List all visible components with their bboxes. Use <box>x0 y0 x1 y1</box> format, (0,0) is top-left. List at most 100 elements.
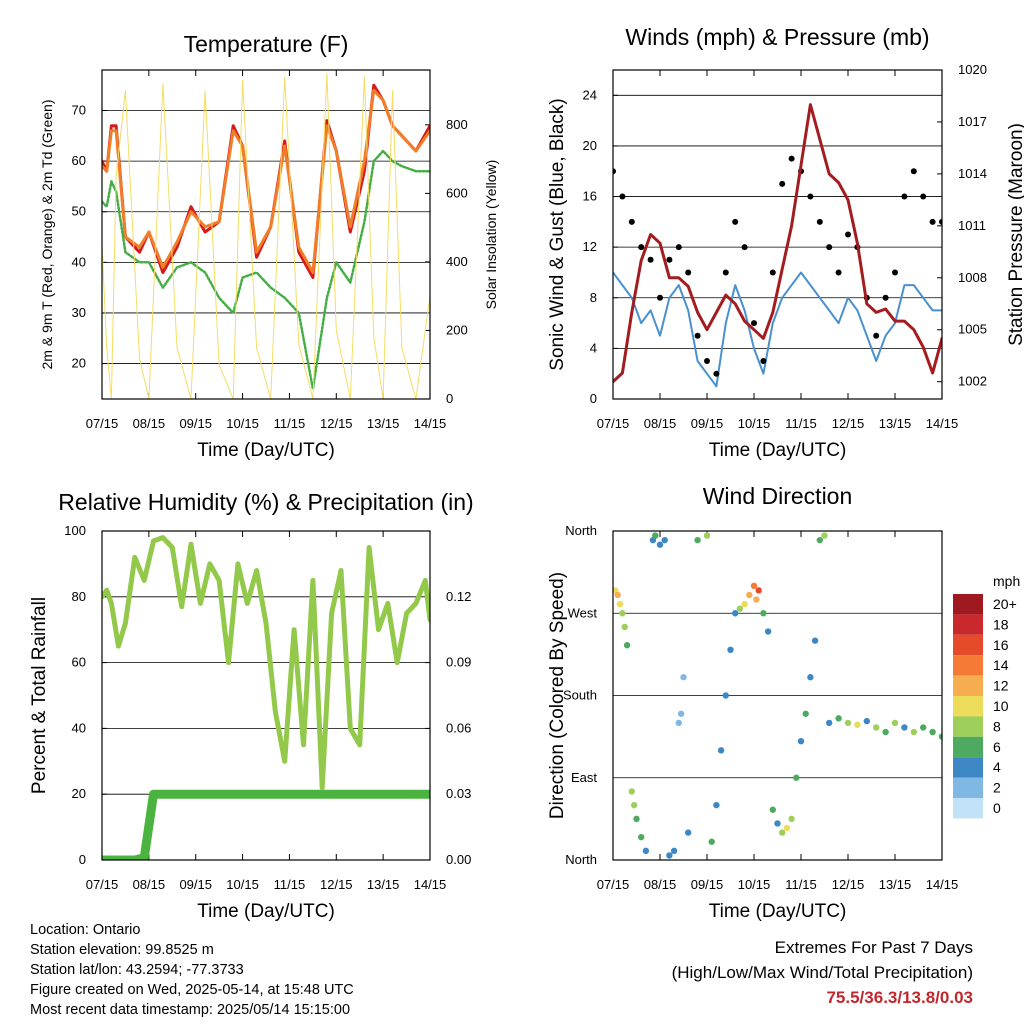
direction-point <box>797 737 805 745</box>
y-tick-label: 24 <box>583 87 597 102</box>
y-axis-label: 2m & 9m T (Red, Orange) & 2m Td (Green) <box>39 100 55 370</box>
direction-point <box>811 637 819 644</box>
y-tick-label: 100 <box>64 523 86 538</box>
gust-point <box>901 193 908 200</box>
direction-point <box>788 815 795 823</box>
x-tick-label: 11/15 <box>785 877 817 892</box>
y-tick-label: 8 <box>590 290 597 305</box>
gust-point <box>920 193 927 200</box>
x-tick-label: 08/15 <box>644 416 677 431</box>
chart-title: Temperature (F) <box>184 31 349 57</box>
gust-point <box>628 218 635 225</box>
direction-point <box>746 591 753 599</box>
direction-point <box>741 600 748 608</box>
series-line-total-rainfall <box>102 789 430 860</box>
gust-point <box>779 180 786 187</box>
colorbar-label: 18 <box>993 616 1009 632</box>
colorbar-unit: mph <box>993 573 1020 589</box>
x-tick-label: 07/15 <box>597 416 630 431</box>
colorbar-label: 2 <box>993 780 1001 796</box>
y2-axis-label: Station Pressure (Maroon) <box>1006 123 1024 346</box>
colorbar-label: 8 <box>993 718 1001 734</box>
x-tick-label: 14/15 <box>926 416 959 431</box>
direction-point <box>661 536 668 544</box>
colorbar-label: 0 <box>993 800 1001 816</box>
y2-tick-label: 0.09 <box>446 655 471 670</box>
y2-tick-label: 1017 <box>958 114 987 129</box>
gust-point <box>675 244 682 251</box>
x-tick-label: 13/15 <box>367 877 400 892</box>
x-tick-label: 11/15 <box>274 416 306 431</box>
gust-point <box>873 332 880 339</box>
direction-point <box>680 674 687 681</box>
y2-tick-label: 200 <box>446 322 468 337</box>
chart-title: Winds (mph) & Pressure (mb) <box>625 24 929 50</box>
direction-point <box>873 724 880 731</box>
x-axis-label: Time (Day/UTC) <box>197 440 335 461</box>
direction-point <box>938 733 942 740</box>
y-tick-label: 20 <box>583 138 597 153</box>
gust-point <box>751 320 757 327</box>
latest-data-timestamp: Most recent data timestamp: 2025/05/14 1… <box>30 1002 351 1018</box>
station-latlon: Station lat/lon: 43.2594; -77.3733 <box>30 962 244 978</box>
direction-point <box>628 788 635 795</box>
direction-point <box>760 610 767 617</box>
x-tick-label: 09/15 <box>691 877 724 892</box>
y-tick-label: North <box>565 523 597 538</box>
y-tick-label: 70 <box>72 102 86 117</box>
series-line-station-pressure <box>613 103 942 384</box>
gust-point <box>722 269 729 276</box>
gust-point <box>910 168 917 175</box>
direction-point <box>774 820 781 827</box>
gust-point <box>760 358 767 365</box>
direction-point <box>891 719 899 727</box>
y2-tick-label: 1011 <box>958 218 986 233</box>
direction-point <box>717 747 725 754</box>
extremes-heading: Extremes For Past 7 Days <box>774 938 973 957</box>
y-tick-label: 12 <box>583 239 597 254</box>
direction-point <box>755 587 762 594</box>
gust-point <box>638 244 645 251</box>
plot-area <box>613 103 942 388</box>
y-tick-label: 40 <box>72 720 86 735</box>
x-tick-label: 14/15 <box>926 877 959 892</box>
gust-point <box>816 218 823 225</box>
colorbar-segment <box>953 696 983 717</box>
direction-point <box>863 717 870 725</box>
direction-point <box>882 728 889 736</box>
direction-point <box>901 724 908 731</box>
direction-point <box>732 610 739 617</box>
colorbar-segment <box>953 757 983 778</box>
y2-tick-label: 0.00 <box>446 852 471 867</box>
gust-point <box>882 294 889 301</box>
colorbar-label: 14 <box>993 657 1009 673</box>
direction-point <box>638 833 645 841</box>
series-line-relative-humidity <box>102 535 430 791</box>
x-tick-label: 14/15 <box>414 877 447 892</box>
colorbar-label: 4 <box>993 759 1001 775</box>
y2-axis-label: Solar Insolation (Yellow) <box>483 160 499 310</box>
y-tick-label: 50 <box>72 204 86 219</box>
y-tick-label: North <box>565 852 597 867</box>
direction-point <box>616 600 624 608</box>
y2-tick-label: 1014 <box>958 166 987 181</box>
direction-point <box>675 719 682 727</box>
gust-point <box>647 256 654 263</box>
gust-point <box>939 218 942 225</box>
x-tick-label: 10/15 <box>226 416 259 431</box>
y-tick-label: 40 <box>72 254 86 269</box>
direction-point <box>835 715 842 722</box>
direction-point <box>713 801 720 809</box>
direction-point <box>844 719 852 727</box>
direction-point <box>722 692 729 699</box>
chart-panel-3: Relative Humidity (%) & Precipitation (i… <box>29 489 474 922</box>
x-tick-label: 13/15 <box>879 877 912 892</box>
gust-point <box>666 256 673 263</box>
x-tick-label: 13/15 <box>367 416 400 431</box>
y-tick-label: 16 <box>583 189 597 204</box>
gust-point <box>769 269 776 276</box>
colorbar-label: 20+ <box>993 596 1017 612</box>
y-tick-label: South <box>563 688 597 703</box>
station-info: Location: Ontario Station elevation: 99.… <box>30 920 354 1020</box>
